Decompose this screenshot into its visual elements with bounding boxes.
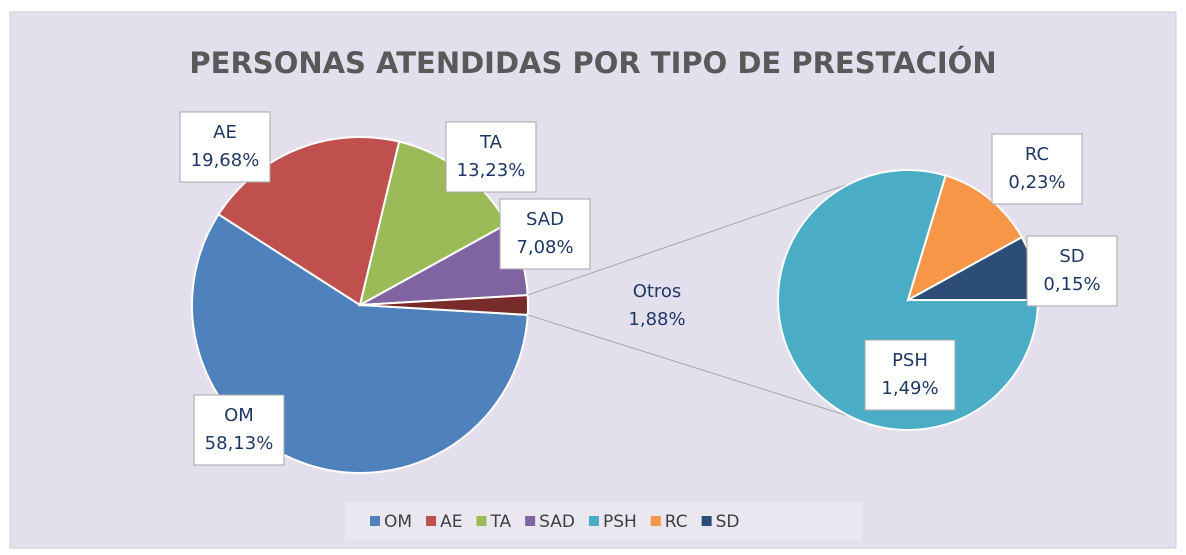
data-label-name: PSH [892, 350, 928, 371]
pie-slice [777, 169, 1040, 431]
data-label-name: SD [1059, 246, 1084, 267]
data-label-value: 0,15% [1043, 274, 1100, 295]
legend-label: RC [665, 512, 688, 532]
data-label-name: OM [224, 405, 254, 426]
data-label-box [1026, 235, 1118, 307]
data-label-name: TA [479, 132, 503, 153]
data-label-value: 19,68% [191, 150, 260, 171]
connector-line [527, 182, 852, 296]
data-label-value: 7,08% [516, 237, 573, 258]
legend-swatch [476, 516, 487, 526]
legend-swatch [525, 516, 536, 526]
legend-label: TA [489, 512, 511, 532]
data-label-value: 0,23% [1008, 172, 1065, 193]
data-label-box [499, 198, 591, 270]
chart-title: PERSONAS ATENDIDAS POR TIPO DE PRESTACIÓ… [189, 46, 996, 80]
data-label-name: AE [213, 122, 237, 143]
data-label-box [991, 133, 1083, 205]
data-label-value: 1,49% [881, 378, 938, 399]
data-label-box [193, 394, 285, 466]
data-label-box [445, 121, 537, 193]
legend-swatch [701, 516, 712, 526]
connector-line [527, 314, 852, 418]
legend-label: OM [384, 512, 412, 532]
legend-label: SAD [539, 512, 575, 532]
pie-slice [359, 294, 529, 316]
pie-slice [906, 174, 1024, 303]
data-label-value: 13,23% [457, 160, 526, 181]
legend-swatch [650, 516, 661, 526]
legend-swatch [426, 516, 437, 526]
legend-label: SD [716, 512, 740, 532]
legend-swatch [588, 516, 599, 526]
data-label-value: 1,88% [628, 309, 685, 330]
legend-label: AE [440, 512, 462, 532]
data-label-name: RC [1025, 144, 1049, 165]
data-label-name: SAD [526, 209, 564, 230]
legend-swatch [370, 516, 380, 526]
data-label-value: 58,13% [205, 433, 274, 454]
data-label-box [179, 111, 271, 183]
legend-label: PSH [603, 512, 637, 532]
data-label-box [864, 339, 956, 411]
data-label-name: Otros [633, 281, 682, 302]
